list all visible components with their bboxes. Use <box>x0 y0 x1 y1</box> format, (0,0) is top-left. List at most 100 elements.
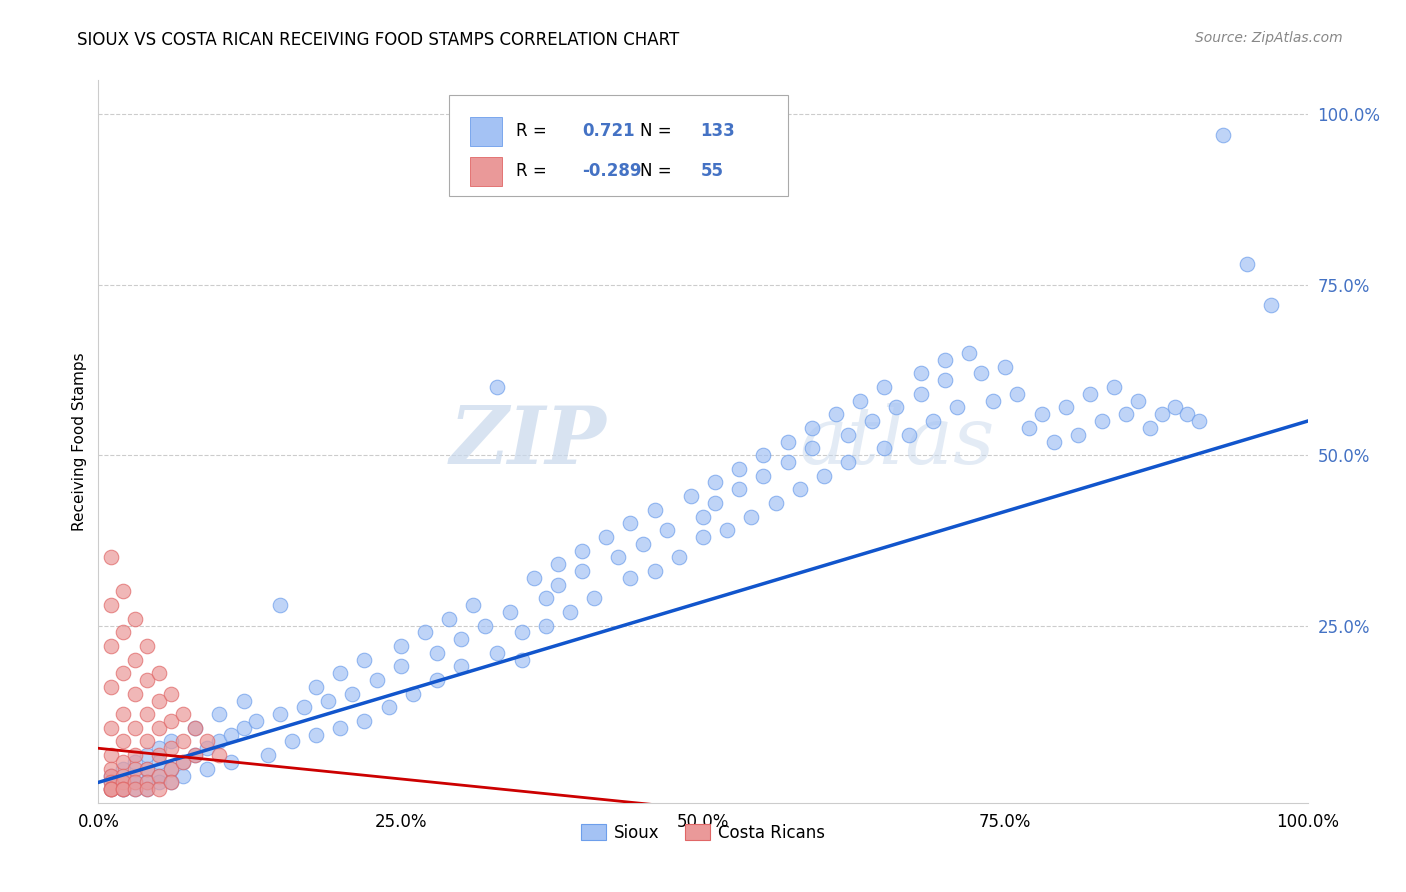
Point <box>1163 401 1185 415</box>
Point <box>800 442 823 456</box>
Point <box>692 530 714 544</box>
Point <box>195 734 218 748</box>
Point <box>221 728 243 742</box>
Point <box>377 700 399 714</box>
Point <box>111 782 134 797</box>
Text: 55: 55 <box>700 162 724 180</box>
Point <box>124 612 146 626</box>
Point <box>160 762 183 776</box>
Point <box>1152 407 1174 421</box>
Point <box>100 680 122 694</box>
Point <box>498 605 520 619</box>
Point <box>160 734 183 748</box>
Point <box>124 721 146 735</box>
Point <box>1067 427 1090 442</box>
Point <box>1212 128 1234 142</box>
Point <box>1115 407 1137 421</box>
Point <box>765 496 787 510</box>
Point <box>160 762 183 776</box>
Point <box>111 584 134 599</box>
Point <box>523 571 546 585</box>
Point <box>474 618 496 632</box>
Point <box>135 775 157 789</box>
Point <box>873 442 896 456</box>
Point <box>172 755 194 769</box>
Point <box>124 748 146 763</box>
Point <box>342 687 364 701</box>
Point <box>100 768 122 782</box>
Point <box>124 755 146 769</box>
Point <box>160 714 183 728</box>
Point <box>619 571 641 585</box>
FancyBboxPatch shape <box>470 157 502 186</box>
Point <box>353 653 375 667</box>
Point <box>716 523 738 537</box>
Text: Source: ZipAtlas.com: Source: ZipAtlas.com <box>1195 31 1343 45</box>
Point <box>1018 421 1040 435</box>
Text: SIOUX VS COSTA RICAN RECEIVING FOOD STAMPS CORRELATION CHART: SIOUX VS COSTA RICAN RECEIVING FOOD STAM… <box>77 31 679 49</box>
Legend: Sioux, Costa Ricans: Sioux, Costa Ricans <box>574 817 832 848</box>
Point <box>100 782 122 797</box>
Point <box>148 755 170 769</box>
Point <box>269 707 291 722</box>
Text: ZIP: ZIP <box>450 403 606 480</box>
Point <box>148 782 170 797</box>
Point <box>184 748 207 763</box>
Point <box>160 687 183 701</box>
Point <box>111 782 134 797</box>
Point <box>1188 414 1211 428</box>
Y-axis label: Receiving Food Stamps: Receiving Food Stamps <box>72 352 87 531</box>
Point <box>1091 414 1114 428</box>
Point <box>100 782 122 797</box>
Point <box>752 448 775 462</box>
Point <box>1260 298 1282 312</box>
Point <box>184 721 207 735</box>
Point <box>100 762 122 776</box>
Point <box>100 748 122 763</box>
Point <box>389 659 412 673</box>
Point <box>135 734 157 748</box>
Point <box>426 646 449 660</box>
Point <box>1031 407 1053 421</box>
Text: 0.721: 0.721 <box>582 122 634 140</box>
Point <box>329 666 352 681</box>
Point <box>595 530 617 544</box>
Point <box>124 653 146 667</box>
Point <box>148 748 170 763</box>
Point <box>534 591 557 606</box>
Point <box>172 734 194 748</box>
Point <box>366 673 388 687</box>
Point <box>510 653 533 667</box>
Point <box>402 687 425 701</box>
Point <box>148 693 170 707</box>
Point <box>704 475 727 490</box>
Point <box>111 755 134 769</box>
Point <box>946 401 969 415</box>
Point <box>208 748 231 763</box>
Point <box>172 755 194 769</box>
Point <box>583 591 606 606</box>
Point <box>124 762 146 776</box>
Point <box>426 673 449 687</box>
Point <box>135 775 157 789</box>
Point <box>305 728 328 742</box>
Point <box>981 393 1004 408</box>
Point <box>100 639 122 653</box>
Point <box>463 598 485 612</box>
Point <box>776 455 799 469</box>
Point <box>1102 380 1125 394</box>
FancyBboxPatch shape <box>470 117 502 146</box>
Text: N =: N = <box>640 162 672 180</box>
Point <box>111 734 134 748</box>
Point <box>1139 421 1161 435</box>
Text: 133: 133 <box>700 122 735 140</box>
Point <box>679 489 702 503</box>
Point <box>111 707 134 722</box>
Point <box>135 762 157 776</box>
Point <box>886 401 908 415</box>
Point <box>100 598 122 612</box>
Point <box>776 434 799 449</box>
Point <box>897 427 920 442</box>
Point <box>245 714 267 728</box>
Point <box>124 768 146 782</box>
